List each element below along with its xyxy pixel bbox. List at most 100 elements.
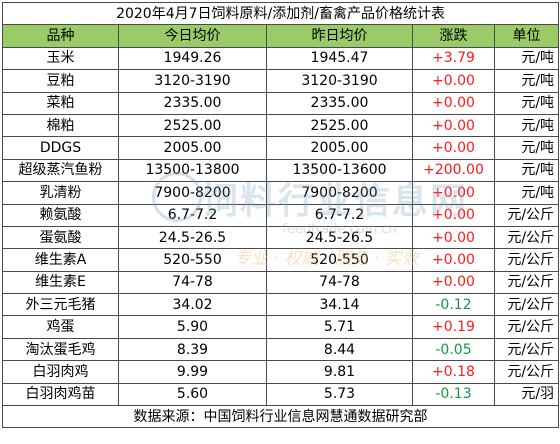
row-unit: 元/吨 bbox=[495, 114, 559, 136]
title-row: 2020年4月7日饲料原料/添加剂/畜禽产品价格统计表 bbox=[3, 3, 559, 25]
table-row: 外三元毛猪 34.02 34.14 -0.12 元/公斤 bbox=[3, 294, 559, 316]
row-variety: 超级蒸汽鱼粉 bbox=[3, 159, 119, 181]
row-unit: 元/吨 bbox=[495, 47, 559, 69]
row-today-price: 2005.00 bbox=[119, 137, 267, 159]
row-yesterday-price: 1945.47 bbox=[267, 47, 413, 69]
row-unit: 元/公斤 bbox=[495, 226, 559, 248]
header-today-price: 今日均价 bbox=[119, 25, 267, 47]
row-variety: 菜粕 bbox=[3, 92, 119, 114]
row-change: +0.00 bbox=[413, 249, 495, 271]
row-change: -0.12 bbox=[413, 294, 495, 316]
row-yesterday-price: 7900-8200 bbox=[267, 182, 413, 204]
row-today-price: 74-78 bbox=[119, 271, 267, 293]
header-yesterday-price: 昨日均价 bbox=[267, 25, 413, 47]
row-today-price: 7900-8200 bbox=[119, 182, 267, 204]
row-yesterday-price: 74-78 bbox=[267, 271, 413, 293]
price-table: 2020年4月7日饲料原料/添加剂/畜禽产品价格统计表 品种 今日均价 昨日均价… bbox=[2, 2, 559, 428]
price-table-sheet: 2020年4月7日饲料原料/添加剂/畜禽产品价格统计表 品种 今日均价 昨日均价… bbox=[2, 2, 558, 428]
row-variety: 玉米 bbox=[3, 47, 119, 69]
table-row: 鸡蛋 5.90 5.71 +0.19 元/公斤 bbox=[3, 316, 559, 338]
row-change: +0.19 bbox=[413, 316, 495, 338]
row-today-price: 9.99 bbox=[119, 361, 267, 383]
row-today-price: 2525.00 bbox=[119, 114, 267, 136]
row-variety: 外三元毛猪 bbox=[3, 294, 119, 316]
row-change: +0.00 bbox=[413, 114, 495, 136]
row-change: +3.79 bbox=[413, 47, 495, 69]
row-unit: 元/公斤 bbox=[495, 338, 559, 360]
header-change: 涨跌 bbox=[413, 25, 495, 47]
row-yesterday-price: 5.71 bbox=[267, 316, 413, 338]
table-row: 超级蒸汽鱼粉 13500-13800 13500-13600 +200.00 元/吨 bbox=[3, 159, 559, 181]
row-change: +0.00 bbox=[413, 271, 495, 293]
row-unit: 元/羽 bbox=[495, 383, 559, 405]
row-variety: 棉粕 bbox=[3, 114, 119, 136]
row-change: +0.18 bbox=[413, 361, 495, 383]
row-change: +0.00 bbox=[413, 70, 495, 92]
row-yesterday-price: 8.44 bbox=[267, 338, 413, 360]
table-row: 豆粕 3120-3190 3120-3190 +0.00 元/吨 bbox=[3, 70, 559, 92]
table-row: 维生素E 74-78 74-78 +0.00 元/公斤 bbox=[3, 271, 559, 293]
table-title: 2020年4月7日饲料原料/添加剂/畜禽产品价格统计表 bbox=[3, 3, 559, 25]
row-variety: 赖氨酸 bbox=[3, 204, 119, 226]
row-yesterday-price: 2525.00 bbox=[267, 114, 413, 136]
row-variety: DDGS bbox=[3, 137, 119, 159]
row-today-price: 1949.26 bbox=[119, 47, 267, 69]
row-variety: 维生素A bbox=[3, 249, 119, 271]
row-variety: 淘汰蛋毛鸡 bbox=[3, 338, 119, 360]
header-variety: 品种 bbox=[3, 25, 119, 47]
row-change: +0.00 bbox=[413, 226, 495, 248]
row-variety: 蛋氨酸 bbox=[3, 226, 119, 248]
table-row: 淘汰蛋毛鸡 8.39 8.44 -0.05 元/公斤 bbox=[3, 338, 559, 360]
row-unit: 元/吨 bbox=[495, 159, 559, 181]
table-row: 玉米 1949.26 1945.47 +3.79 元/吨 bbox=[3, 47, 559, 69]
row-yesterday-price: 13500-13600 bbox=[267, 159, 413, 181]
table-row: 白羽肉鸡苗 5.60 5.73 -0.13 元/羽 bbox=[3, 383, 559, 405]
row-today-price: 34.02 bbox=[119, 294, 267, 316]
row-unit: 元/公斤 bbox=[495, 361, 559, 383]
row-unit: 元/公斤 bbox=[495, 316, 559, 338]
table-row: 维生素A 520-550 520-550 +0.00 元/公斤 bbox=[3, 249, 559, 271]
row-unit: 元/吨 bbox=[495, 70, 559, 92]
row-change: +0.00 bbox=[413, 182, 495, 204]
row-unit: 元/吨 bbox=[495, 137, 559, 159]
row-unit: 元/吨 bbox=[495, 182, 559, 204]
row-yesterday-price: 5.73 bbox=[267, 383, 413, 405]
table-row: 棉粕 2525.00 2525.00 +0.00 元/吨 bbox=[3, 114, 559, 136]
row-unit: 元/公斤 bbox=[495, 294, 559, 316]
table-row: 菜粕 2335.00 2335.00 +0.00 元/吨 bbox=[3, 92, 559, 114]
row-yesterday-price: 6.7-7.2 bbox=[267, 204, 413, 226]
table-row: 乳清粉 7900-8200 7900-8200 +0.00 元/吨 bbox=[3, 182, 559, 204]
row-variety: 乳清粉 bbox=[3, 182, 119, 204]
table-row: 白羽肉鸡 9.99 9.81 +0.18 元/公斤 bbox=[3, 361, 559, 383]
header-row: 品种 今日均价 昨日均价 涨跌 单位 bbox=[3, 25, 559, 47]
row-change: -0.13 bbox=[413, 383, 495, 405]
row-unit: 元/吨 bbox=[495, 92, 559, 114]
row-change: +0.00 bbox=[413, 92, 495, 114]
row-variety: 白羽肉鸡 bbox=[3, 361, 119, 383]
row-today-price: 8.39 bbox=[119, 338, 267, 360]
row-yesterday-price: 24.5-26.5 bbox=[267, 226, 413, 248]
row-yesterday-price: 34.14 bbox=[267, 294, 413, 316]
row-yesterday-price: 3120-3190 bbox=[267, 70, 413, 92]
row-change: +0.00 bbox=[413, 137, 495, 159]
row-yesterday-price: 9.81 bbox=[267, 361, 413, 383]
row-variety: 鸡蛋 bbox=[3, 316, 119, 338]
row-variety: 豆粕 bbox=[3, 70, 119, 92]
row-variety: 维生素E bbox=[3, 271, 119, 293]
data-source-note: 数据来源：中国饲料行业信息网慧通数据研究部 bbox=[3, 406, 559, 428]
row-unit: 元/公斤 bbox=[495, 249, 559, 271]
header-unit: 单位 bbox=[495, 25, 559, 47]
row-yesterday-price: 520-550 bbox=[267, 249, 413, 271]
row-today-price: 5.90 bbox=[119, 316, 267, 338]
row-unit: 元/公斤 bbox=[495, 204, 559, 226]
row-today-price: 5.60 bbox=[119, 383, 267, 405]
row-today-price: 13500-13800 bbox=[119, 159, 267, 181]
row-change: -0.05 bbox=[413, 338, 495, 360]
row-change: +0.00 bbox=[413, 204, 495, 226]
row-today-price: 24.5-26.5 bbox=[119, 226, 267, 248]
table-row: DDGS 2005.00 2005.00 +0.00 元/吨 bbox=[3, 137, 559, 159]
row-today-price: 520-550 bbox=[119, 249, 267, 271]
table-row: 蛋氨酸 24.5-26.5 24.5-26.5 +0.00 元/公斤 bbox=[3, 226, 559, 248]
row-yesterday-price: 2335.00 bbox=[267, 92, 413, 114]
row-yesterday-price: 2005.00 bbox=[267, 137, 413, 159]
